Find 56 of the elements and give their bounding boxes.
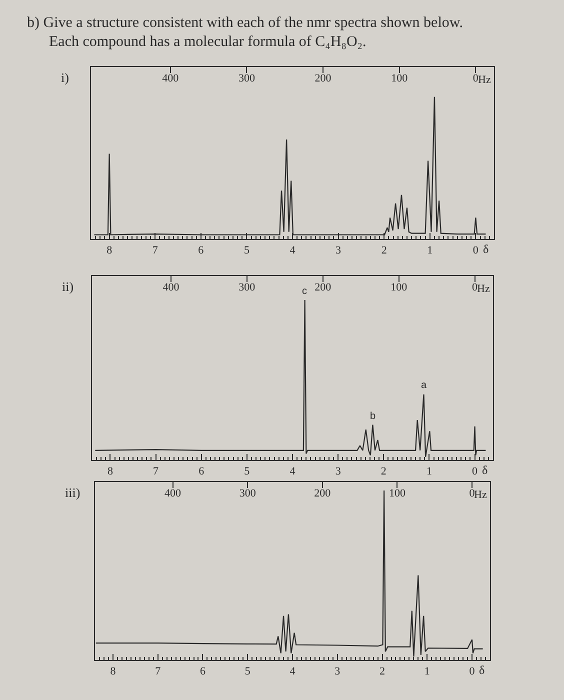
x2-tick-label: 0 bbox=[469, 488, 476, 500]
x-tick-label: 4 bbox=[290, 465, 296, 478]
x2-tick-label: 300 bbox=[238, 282, 256, 294]
x-tick-label: 6 bbox=[198, 244, 204, 256]
annotation: c bbox=[302, 286, 307, 297]
x2-tick-label: 200 bbox=[314, 72, 332, 85]
x-tick-label: 0 bbox=[472, 465, 478, 478]
x-tick-label: 6 bbox=[200, 665, 206, 678]
x2-tick-label: 0 bbox=[472, 282, 478, 294]
x2-tick-label: 400 bbox=[164, 488, 182, 500]
x2-axis-title: Hz bbox=[474, 489, 487, 501]
x-tick-label: 4 bbox=[290, 244, 296, 256]
x-tick-label: 1 bbox=[427, 244, 433, 256]
x-tick-label: 8 bbox=[106, 244, 113, 256]
chart-title: i) bbox=[61, 70, 69, 85]
x2-tick-label: 0 bbox=[472, 72, 479, 85]
x-tick-label: 6 bbox=[198, 465, 205, 478]
x-tick-label: 5 bbox=[244, 665, 251, 678]
x-tick-label: 2 bbox=[380, 465, 386, 478]
x-tick-label: 5 bbox=[244, 465, 250, 478]
x2-tick-label: 400 bbox=[162, 282, 180, 294]
x-axis-title: δ bbox=[483, 242, 489, 256]
x2-tick-label: 200 bbox=[314, 488, 332, 500]
x-tick-label: 3 bbox=[334, 665, 341, 678]
x-tick-label: 7 bbox=[155, 665, 162, 678]
x-tick-label: 7 bbox=[152, 244, 158, 256]
annotation: a bbox=[421, 380, 427, 391]
x-tick-label: 4 bbox=[290, 665, 296, 678]
x2-tick-label: 300 bbox=[239, 488, 256, 500]
x2-tick-label: 100 bbox=[390, 282, 408, 294]
x-tick-label: 2 bbox=[381, 244, 387, 256]
x2-tick-label: 300 bbox=[238, 72, 256, 85]
chart-title: ii) bbox=[62, 279, 74, 294]
x2-tick-label: 400 bbox=[162, 72, 180, 85]
x-tick-label: 8 bbox=[110, 665, 116, 678]
x-tick-label: 0 bbox=[469, 665, 476, 678]
x-tick-label: 1 bbox=[424, 665, 430, 678]
text: Each compound has a molecular formula of C₄H₈O₂. bbox=[49, 34, 366, 50]
x-tick-label: 7 bbox=[153, 465, 160, 478]
x-axis-title: δ bbox=[479, 663, 485, 677]
x-tick-label: 0 bbox=[472, 244, 479, 256]
x-tick-label: 2 bbox=[380, 665, 386, 678]
x2-axis-title: Hz bbox=[478, 74, 491, 86]
x-tick-label: 3 bbox=[335, 465, 342, 478]
x-tick-label: 5 bbox=[244, 244, 250, 256]
x-tick-label: 8 bbox=[107, 465, 114, 478]
x2-tick-label: 200 bbox=[314, 282, 332, 294]
text: b) Give a structure consistent with each of the nmr spectra shown below. bbox=[27, 15, 463, 31]
chart-title: iii) bbox=[65, 485, 80, 500]
x2-tick-label: 100 bbox=[388, 488, 406, 500]
annotation: b bbox=[370, 411, 376, 422]
x-axis-title: δ bbox=[482, 463, 488, 477]
x-tick-label: 1 bbox=[426, 465, 432, 478]
x-tick-label: 3 bbox=[336, 244, 342, 256]
x2-tick-label: 100 bbox=[391, 72, 408, 85]
x2-axis-title: Hz bbox=[477, 283, 490, 295]
